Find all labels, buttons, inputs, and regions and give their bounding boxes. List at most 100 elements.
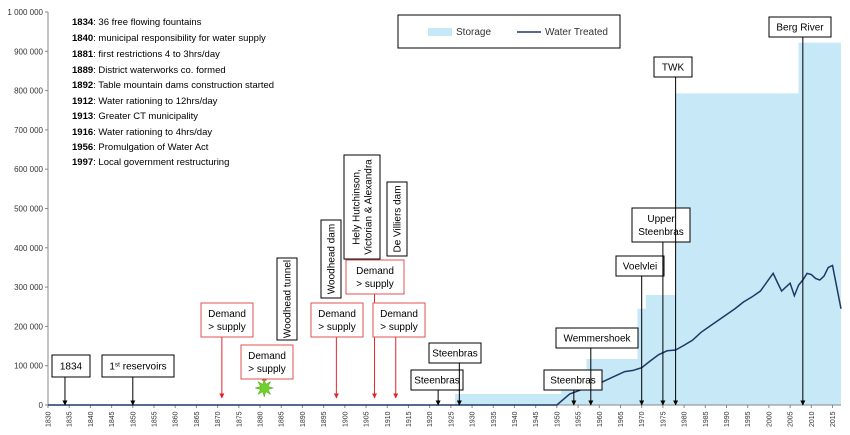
y-tick-label: 1 000 000 [7, 8, 43, 17]
annotation-box [386, 181, 408, 257]
annotation-box [768, 16, 832, 38]
legend: Storage Water Treated [397, 14, 621, 49]
annotation-box [543, 369, 603, 391]
annotation-label: Woodhead tunnel [283, 260, 294, 338]
annotation: Upper Steenbras [631, 207, 691, 406]
annotation-label: Woodhead dam [327, 224, 338, 294]
x-tick-label: 1850 [130, 411, 137, 427]
x-tick-label: 1935 [491, 411, 498, 427]
annotation-box [343, 154, 381, 260]
x-tick-label: 1970 [639, 411, 646, 427]
annotation: Demand > supply [240, 344, 294, 398]
annotation-box [345, 259, 405, 295]
x-tick-label: 1930 [470, 411, 477, 427]
y-tick-label: 500 000 [14, 205, 43, 214]
annotation-label: 1st reservoirs [109, 361, 166, 373]
annotation-box [653, 56, 693, 78]
history-notes: 1834: 36 free flowing fountains 1840: mu… [72, 17, 274, 168]
annotation-box [276, 257, 298, 341]
x-tick-label: 2005 [788, 411, 795, 427]
x-tick-label: 1855 [152, 411, 159, 427]
y-tick-label: 700 000 [14, 126, 43, 135]
annotation-box [200, 302, 254, 338]
annotation-label: > supply [208, 322, 246, 333]
x-tick-label: 1985 [703, 411, 710, 427]
annotation: Berg River [768, 16, 832, 406]
history-note: 1889: District waterworks co. formed [72, 65, 226, 76]
annotation-box [320, 219, 342, 299]
annotation-label: > supply [318, 322, 356, 333]
annotation-label: TWK [662, 63, 685, 74]
annotation-label: Steenbras [550, 376, 596, 387]
annotation-box [372, 302, 426, 338]
annotation-label: > supply [356, 279, 394, 290]
annotation-label: Steenbras [432, 349, 478, 360]
history-note: 1840: municipal responsibility for water… [72, 33, 266, 44]
x-tick-label: 1905 [364, 411, 371, 427]
annotation-label: Demand [318, 309, 356, 320]
legend-swatch-storage [428, 28, 452, 36]
x-tick-label: 1925 [448, 411, 455, 427]
axes-layer: 0 100 000 200 000 300 000 400 000 500 000 600 … [7, 8, 841, 427]
x-tick-label: 1955 [576, 411, 583, 427]
legend-label-water-treated: Water Treated [545, 27, 608, 38]
y-tick-label: 200 000 [14, 322, 43, 331]
annotation-label: Demand [356, 266, 394, 277]
history-note: 1916: Water rationing to 4hrs/day [72, 127, 212, 138]
annotation: TWK [653, 56, 693, 406]
annotation-box [101, 354, 175, 378]
y-tick-label: 400 000 [14, 244, 43, 253]
burst-icon [254, 378, 275, 398]
annotation-label: > supply [380, 322, 418, 333]
x-tick-label: 2015 [830, 411, 837, 427]
annotation-label: Demand [248, 351, 286, 362]
x-tick-label: 1870 [215, 411, 222, 427]
x-tick-label: 1895 [321, 411, 328, 427]
history-note: 1892: Table mountain dams construction s… [72, 80, 274, 91]
y-tick-label: 0 [39, 401, 44, 410]
annotation: Woodhead dam [320, 219, 342, 299]
x-tick-label: 1880 [258, 411, 265, 427]
y-tick-label: 300 000 [14, 283, 43, 292]
x-tick-label: 1860 [173, 411, 180, 427]
annotation-label: 1834 [60, 362, 83, 373]
x-tick-label: 1830 [46, 411, 53, 427]
annotation-label: Steenbras [638, 227, 684, 238]
history-note: 1997: Local government restructuring [72, 157, 229, 168]
annotation: 1st reservoirs [101, 354, 175, 406]
x-tick-label: 1975 [660, 411, 667, 427]
x-tick-label: 1940 [512, 411, 519, 427]
annotation: Hely Hutchinson, Victorian & Alexandra [343, 154, 381, 260]
x-tick-label: 2010 [809, 411, 816, 427]
storage-area-layer [48, 42, 841, 406]
annotation-label: Demand [208, 309, 246, 320]
x-tick-label: 1900 [342, 411, 349, 427]
annotation: 1834 [51, 354, 91, 406]
history-note: 1834: 36 free flowing fountains [72, 17, 202, 28]
x-tick-label: 1910 [385, 411, 392, 427]
x-tick-label: 1950 [554, 411, 561, 427]
x-tick-label: 1960 [597, 411, 604, 427]
annotation: Demand > supply [345, 259, 405, 399]
x-tick-label: 2000 [766, 411, 773, 427]
annotation-box [555, 327, 639, 349]
y-tick-label: 600 000 [14, 165, 43, 174]
annotation: Voelvlei [615, 255, 665, 406]
history-note: 1956: Promulgation of Water Act [72, 142, 209, 153]
annotation: Steenbras [410, 369, 464, 406]
water-treated-line-layer [48, 264, 842, 406]
x-tick-label: 1890 [300, 411, 307, 427]
annotation: Steenbras [543, 369, 603, 406]
annotation-label: Demand [380, 309, 418, 320]
x-tick-label: 1885 [279, 411, 286, 427]
annotation: De Villiers dam [386, 181, 408, 257]
annotation-label: De Villiers dam [393, 185, 404, 252]
annotation-label: Hely Hutchinson, [352, 169, 363, 245]
annotation-label: Berg River [776, 23, 824, 34]
annotation-box [51, 354, 91, 378]
annotation-box [410, 369, 464, 391]
x-tick-label: 1990 [724, 411, 731, 427]
history-note: 1881: first restrictions 4 to 3hrs/day [72, 49, 220, 60]
x-tick-label: 1945 [533, 411, 540, 427]
x-tick-label: 1995 [745, 411, 752, 427]
